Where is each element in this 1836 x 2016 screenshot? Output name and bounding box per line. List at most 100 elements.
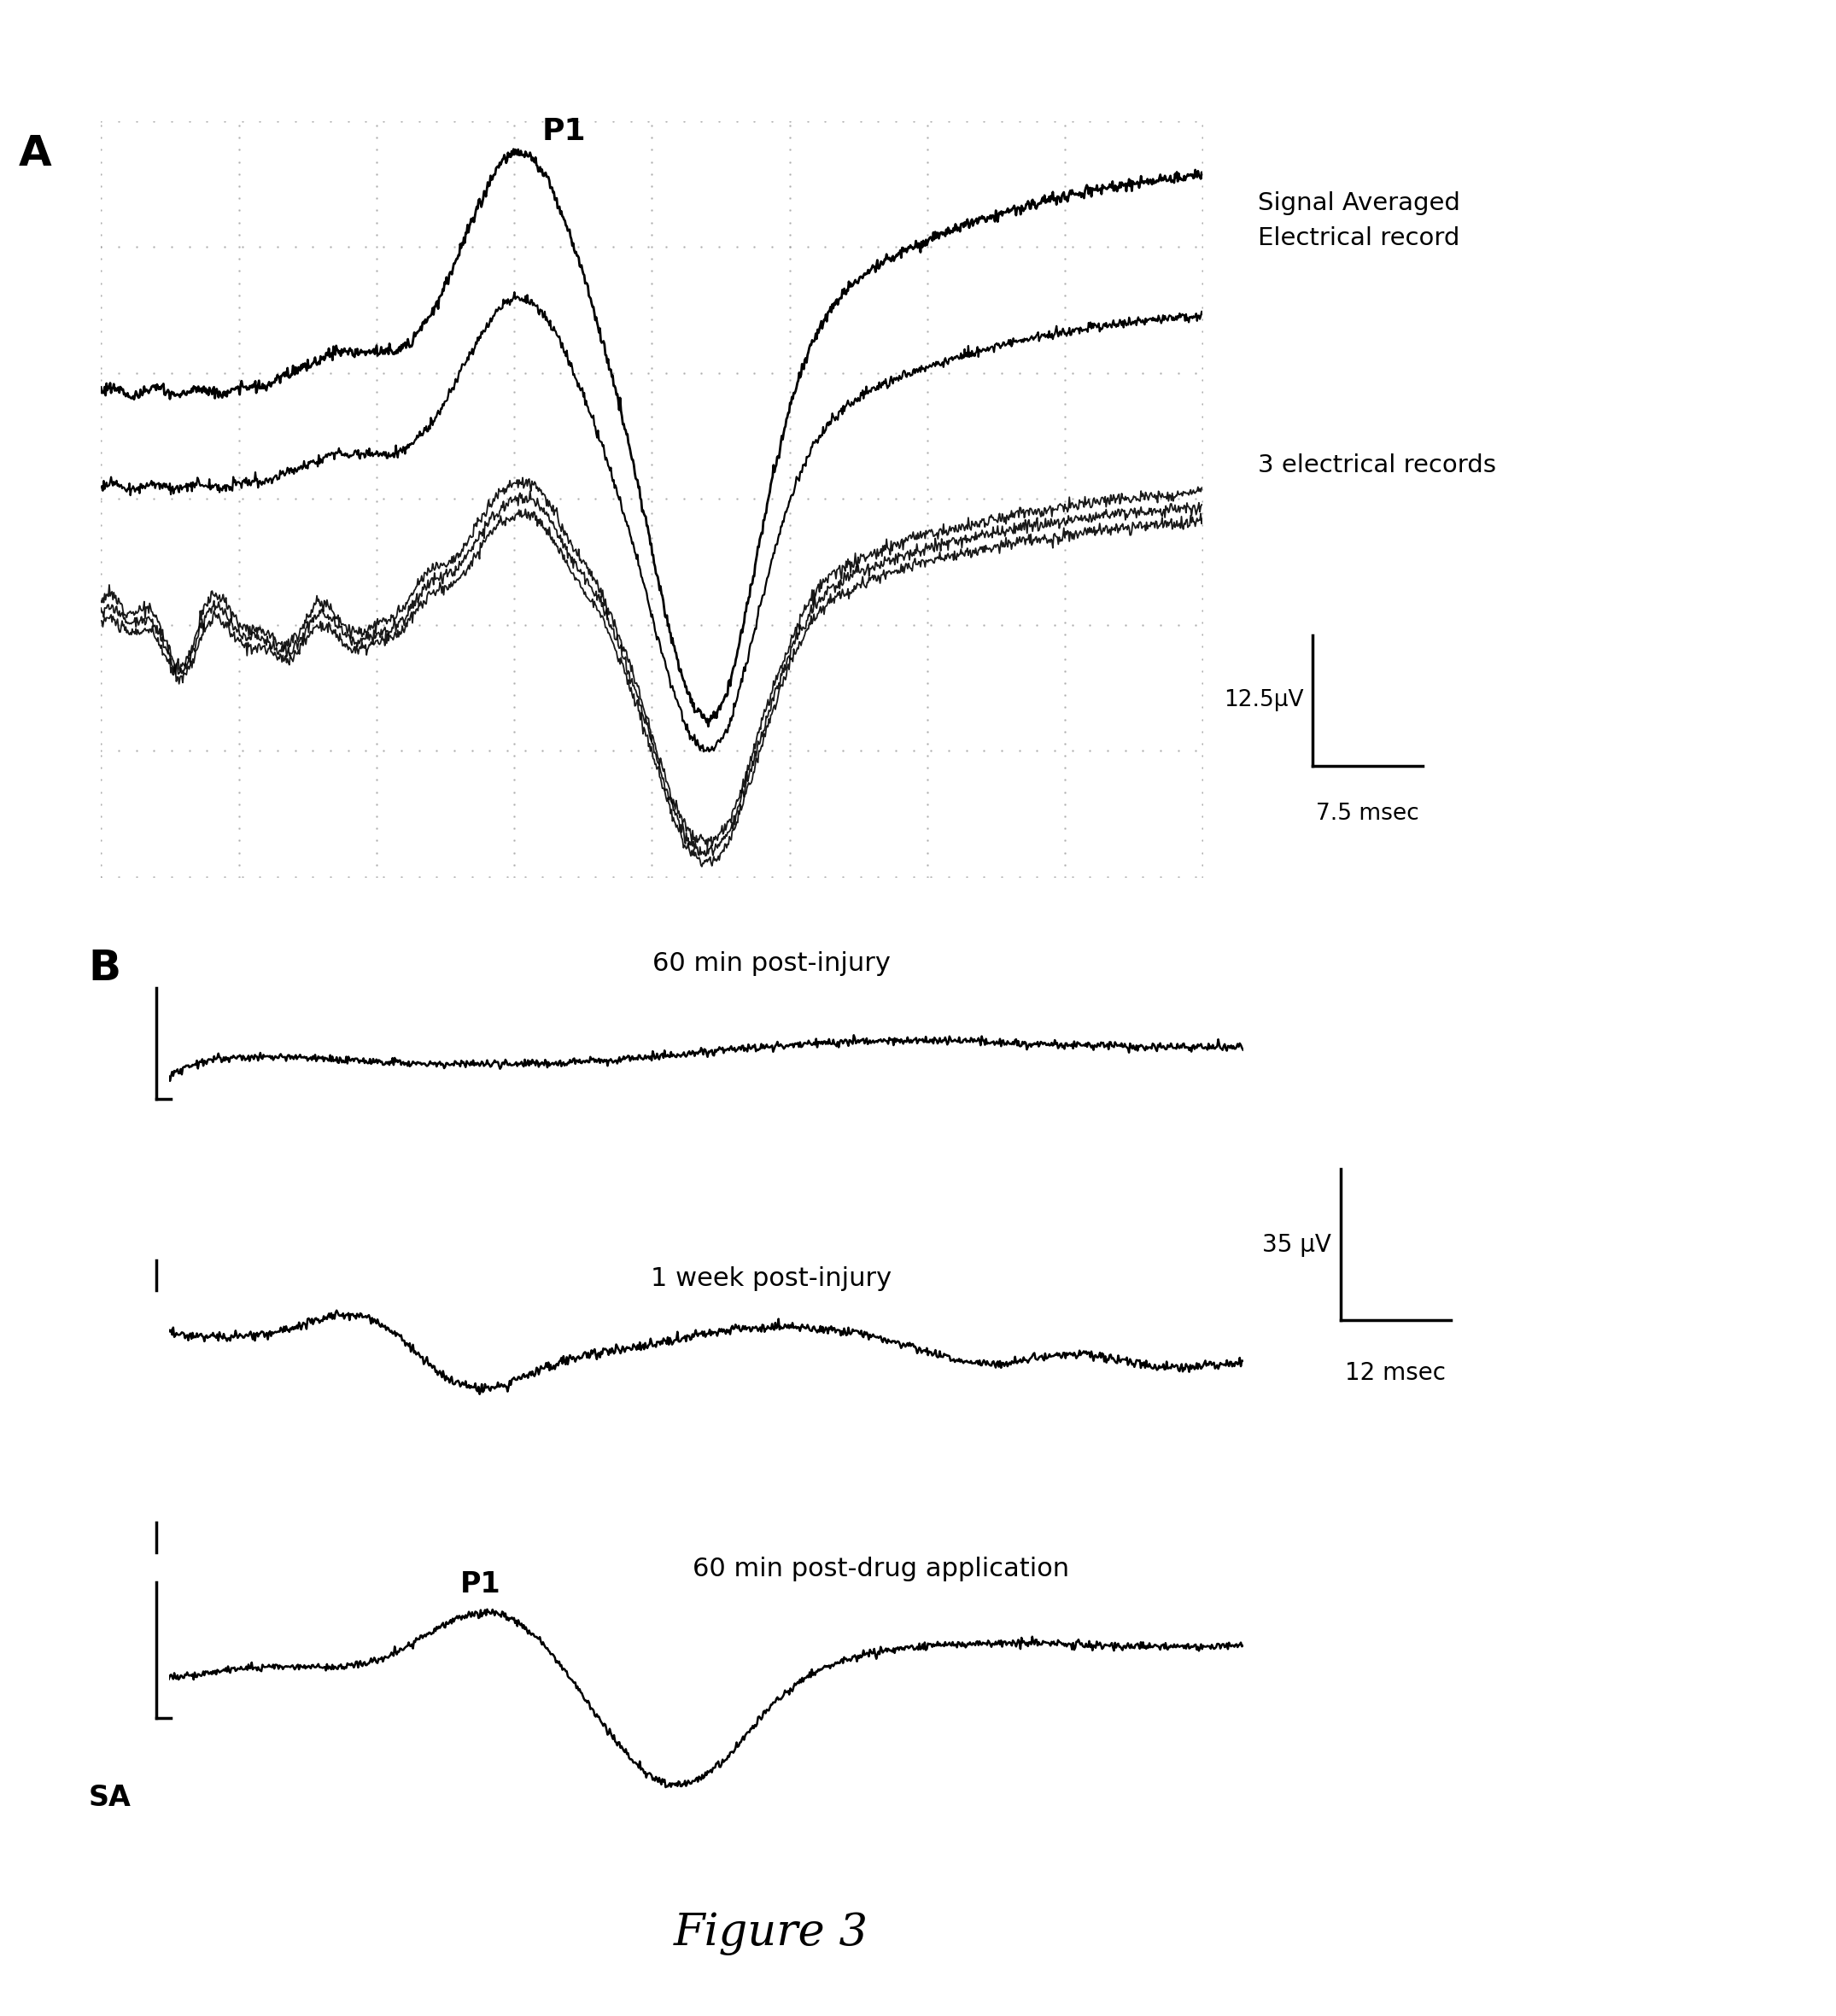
Point — [316, 484, 345, 516]
Point — [775, 740, 804, 772]
Point — [316, 357, 345, 389]
Point — [637, 278, 666, 310]
Point — [121, 736, 151, 768]
Point — [881, 861, 911, 893]
Point — [705, 484, 734, 516]
Point — [912, 351, 942, 383]
Point — [564, 357, 593, 389]
Point — [637, 510, 666, 542]
Point — [1188, 631, 1217, 663]
Point — [1058, 609, 1087, 641]
Point — [545, 232, 575, 264]
Point — [86, 776, 116, 808]
Point — [637, 583, 666, 615]
Point — [637, 157, 666, 190]
Point — [637, 351, 666, 383]
Point — [499, 728, 529, 760]
Point — [334, 484, 364, 516]
Point — [1050, 583, 1080, 615]
Point — [580, 736, 610, 768]
Point — [224, 109, 253, 141]
Point — [1050, 800, 1080, 833]
Point — [951, 861, 980, 893]
Point — [912, 206, 942, 238]
Point — [105, 232, 134, 264]
Point — [1146, 609, 1175, 641]
Point — [916, 861, 946, 893]
Point — [1188, 194, 1217, 226]
Point — [362, 861, 391, 893]
Point — [422, 357, 452, 389]
Point — [86, 609, 116, 641]
Point — [86, 522, 116, 554]
Point — [209, 232, 239, 264]
Point — [86, 849, 116, 881]
Point — [224, 667, 253, 700]
Point — [951, 484, 980, 516]
Point — [499, 242, 529, 274]
Point — [1188, 522, 1217, 554]
Point — [224, 740, 253, 772]
Point — [362, 486, 391, 518]
Point — [86, 462, 116, 494]
Point — [775, 631, 804, 663]
Point — [1050, 619, 1080, 651]
Point — [912, 145, 942, 177]
Point — [1111, 357, 1140, 389]
Point — [1076, 484, 1105, 516]
Point — [193, 484, 222, 516]
Point — [121, 861, 151, 893]
Point — [387, 357, 417, 389]
Point — [121, 484, 151, 516]
Point — [912, 825, 942, 857]
Point — [228, 484, 257, 516]
Point — [1050, 510, 1080, 542]
Point — [1188, 266, 1217, 298]
Point — [140, 861, 169, 893]
Point — [1004, 357, 1034, 389]
Point — [775, 242, 804, 274]
Point — [439, 105, 468, 137]
Point — [362, 776, 391, 808]
Point — [224, 339, 253, 371]
Point — [86, 194, 116, 226]
Point — [1188, 825, 1217, 857]
Point — [362, 266, 391, 298]
Point — [564, 105, 593, 137]
Point — [722, 357, 751, 389]
Point — [499, 788, 529, 821]
Point — [224, 437, 253, 470]
Point — [362, 667, 391, 700]
Point — [86, 377, 116, 409]
Point — [1188, 643, 1217, 675]
Point — [881, 484, 911, 516]
Point — [362, 571, 391, 603]
Point — [1050, 437, 1080, 470]
Point — [793, 609, 823, 641]
Point — [422, 105, 452, 137]
Point — [499, 266, 529, 298]
Point — [916, 357, 946, 389]
Point — [912, 413, 942, 446]
Point — [86, 266, 116, 298]
Point — [86, 133, 116, 165]
Point — [263, 861, 292, 893]
Point — [637, 242, 666, 274]
Point — [1050, 290, 1080, 323]
Point — [969, 861, 999, 893]
Point — [1188, 389, 1217, 421]
Point — [1004, 484, 1034, 516]
Point — [863, 232, 892, 264]
Point — [362, 109, 391, 141]
Point — [1181, 484, 1210, 516]
Point — [912, 437, 942, 470]
Point — [224, 752, 253, 784]
Point — [362, 377, 391, 409]
Point — [86, 389, 116, 421]
Point — [846, 609, 876, 641]
Point — [775, 558, 804, 591]
Point — [722, 861, 751, 893]
Point — [912, 133, 942, 165]
Point — [1050, 254, 1080, 286]
Point — [362, 510, 391, 542]
